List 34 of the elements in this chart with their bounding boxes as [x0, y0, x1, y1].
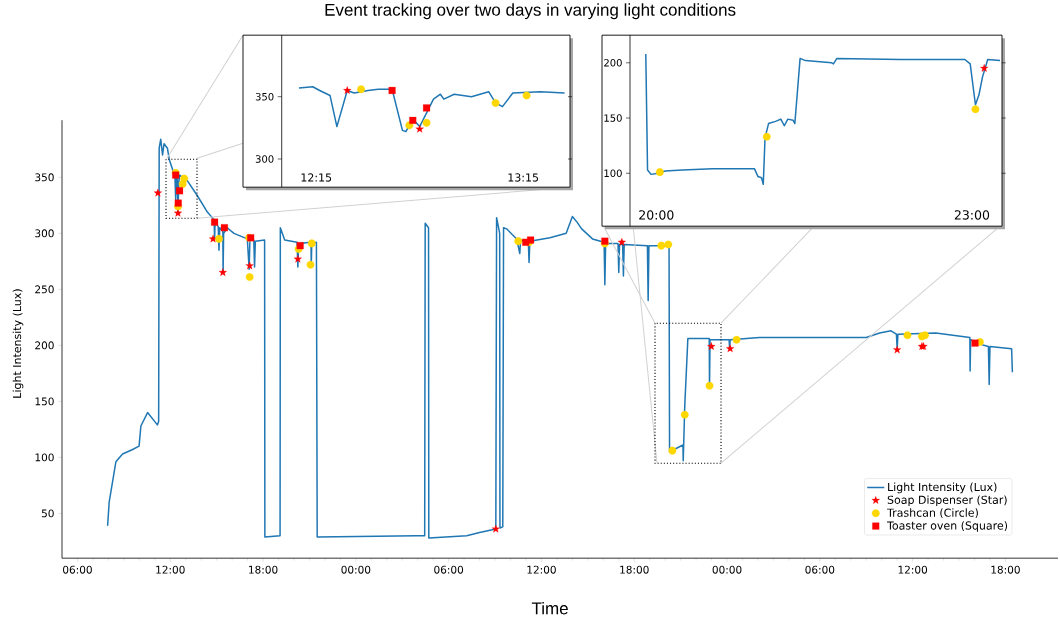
- x-tick-label: 18:00: [249, 565, 278, 574]
- legend-label: Light Intensity (Lux): [888, 482, 997, 494]
- x-axis-title: Time: [531, 601, 568, 615]
- x-tick-label: 12:00: [898, 565, 928, 574]
- x-tick-label: 00:00: [341, 565, 371, 574]
- x-tick-label: 23:00: [954, 210, 990, 220]
- x-tick-label: 12:15: [301, 173, 332, 182]
- x-tick-label: 06:00: [63, 565, 92, 574]
- x-tick-label: 20:00: [639, 210, 674, 220]
- legend-label: Soap Dispenser (Star): [887, 495, 1007, 506]
- legend-label: Toaster oven (Square): [887, 521, 1008, 532]
- x-tick-label: 06:00: [434, 565, 464, 574]
- y-tick-label: 150: [604, 114, 622, 122]
- x-tick-label: 18:00: [991, 565, 1020, 574]
- legend-label: Trashcan (Circle): [887, 508, 978, 518]
- y-tick-label: 350: [255, 92, 274, 101]
- y-tick-label: 200: [35, 341, 54, 350]
- x-tick-label: 00:00: [712, 565, 742, 574]
- x-tick-label: 18:00: [620, 565, 649, 574]
- y-tick-label: 50: [41, 509, 54, 518]
- x-tick-label: 06:00: [805, 565, 835, 574]
- y-tick-label: 300: [35, 229, 54, 238]
- chart-title: Event tracking over two days in varying light conditions: [325, 3, 736, 20]
- y-tick-label: 150: [35, 397, 54, 406]
- y-tick-label: 100: [35, 453, 54, 462]
- x-tick-label: 12:00: [527, 565, 556, 574]
- y-tick-label: 350: [35, 173, 54, 182]
- x-tick-label: 13:15: [508, 173, 539, 182]
- x-tick-label: 12:00: [156, 565, 185, 574]
- y-tick-label: 100: [604, 169, 622, 177]
- y-tick-label: 250: [35, 285, 54, 294]
- y-axis-title: Light Intensity (Lux): [12, 289, 24, 398]
- y-tick-label: 200: [604, 58, 622, 67]
- y-tick-label: 300: [255, 155, 274, 163]
